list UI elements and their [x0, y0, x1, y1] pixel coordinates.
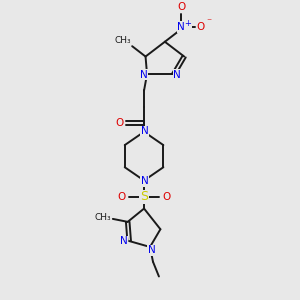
Text: N: N	[148, 245, 155, 256]
Text: N: N	[173, 70, 181, 80]
Text: CH₃: CH₃	[94, 213, 111, 222]
Text: S: S	[140, 190, 148, 203]
Text: N: N	[120, 236, 128, 246]
Text: O: O	[116, 118, 124, 128]
Text: N: N	[141, 126, 148, 136]
Text: O: O	[177, 2, 185, 12]
Text: CH₃: CH₃	[115, 36, 132, 45]
Text: N: N	[140, 70, 147, 80]
Text: O: O	[162, 192, 170, 202]
Text: N: N	[177, 22, 185, 32]
Text: O: O	[118, 192, 126, 202]
Text: ⁻: ⁻	[206, 18, 211, 28]
Text: N: N	[141, 176, 148, 186]
Text: O: O	[196, 22, 205, 32]
Text: +: +	[184, 19, 191, 28]
